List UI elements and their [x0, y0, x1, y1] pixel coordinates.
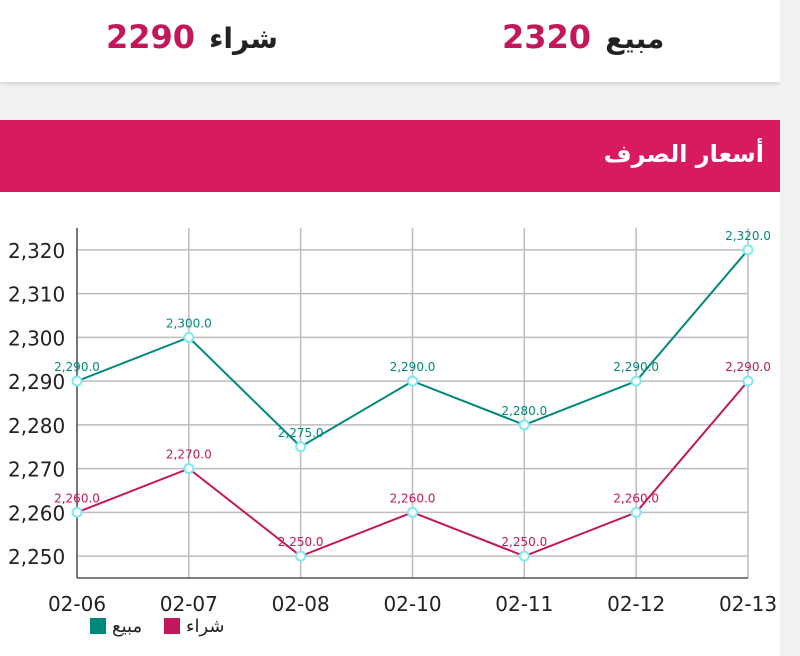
buy-rate: 2290 شراء	[106, 18, 278, 56]
data-point	[630, 506, 642, 518]
y-tick-label: 2,310	[8, 283, 65, 307]
y-tick-label: 2,290	[8, 370, 65, 394]
data-point	[742, 244, 754, 256]
buy-rate-label: شراء	[209, 22, 278, 55]
scroll-rail	[780, 0, 800, 656]
data-label: 2,250.0	[501, 535, 547, 549]
data-point	[295, 441, 307, 453]
data-point	[183, 331, 195, 343]
data-label: 2,260.0	[613, 491, 659, 505]
buy-rate-value: 2290	[106, 18, 196, 56]
data-label: 2,290.0	[613, 360, 659, 374]
data-point	[71, 375, 83, 387]
y-tick-label: 2,250	[8, 545, 65, 569]
chart-card: أسعار الصرف	[0, 120, 780, 656]
legend-swatch	[164, 618, 180, 634]
data-label: 2,275.0	[278, 426, 324, 440]
chart-header: أسعار الصرف	[0, 120, 780, 192]
legend-label: شراء	[186, 616, 224, 637]
x-tick-label: 02-08	[272, 592, 330, 616]
x-tick-label: 02-13	[719, 592, 777, 616]
data-label: 2,320.0	[725, 229, 771, 243]
data-label: 2,290.0	[54, 360, 100, 374]
data-label: 2,300.0	[166, 316, 212, 330]
data-point	[71, 506, 83, 518]
data-label: 2,260.0	[54, 491, 100, 505]
y-tick-label: 2,300	[8, 326, 65, 350]
y-tick-label: 2,270	[8, 458, 65, 482]
data-label: 2,260.0	[390, 491, 436, 505]
data-point	[630, 375, 642, 387]
legend-label: مبيع	[112, 616, 142, 637]
sell-rate-label: مبيع	[605, 22, 665, 55]
data-point	[407, 375, 418, 387]
data-label: 2,290.0	[725, 360, 771, 374]
data-point	[183, 463, 195, 475]
data-label: 2,290.0	[390, 360, 436, 374]
x-tick-label: 02-10	[383, 592, 441, 616]
chart-title: أسعار الصرف	[603, 140, 764, 168]
x-tick-label: 02-07	[160, 592, 218, 616]
rates-card: 2320 مبيع 2290 شراء	[0, 0, 780, 82]
data-point	[295, 550, 307, 562]
legend-swatch	[90, 618, 106, 634]
x-tick-label: 02-11	[495, 592, 553, 616]
sell-rate-value: 2320	[502, 18, 592, 56]
data-point	[518, 419, 530, 431]
data-label: 2,280.0	[501, 404, 547, 418]
sell-rate: 2320 مبيع	[502, 18, 664, 56]
data-label: 2,270.0	[166, 448, 212, 462]
y-tick-label: 2,260	[8, 501, 65, 525]
y-tick-label: 2,320	[8, 239, 65, 263]
x-tick-label: 02-12	[607, 592, 665, 616]
data-label: 2,250.0	[278, 535, 324, 549]
data-point	[742, 375, 754, 387]
x-tick-label: 02-06	[48, 592, 106, 616]
data-point	[407, 506, 418, 518]
data-point	[518, 550, 530, 562]
y-tick-label: 2,280	[8, 414, 65, 438]
